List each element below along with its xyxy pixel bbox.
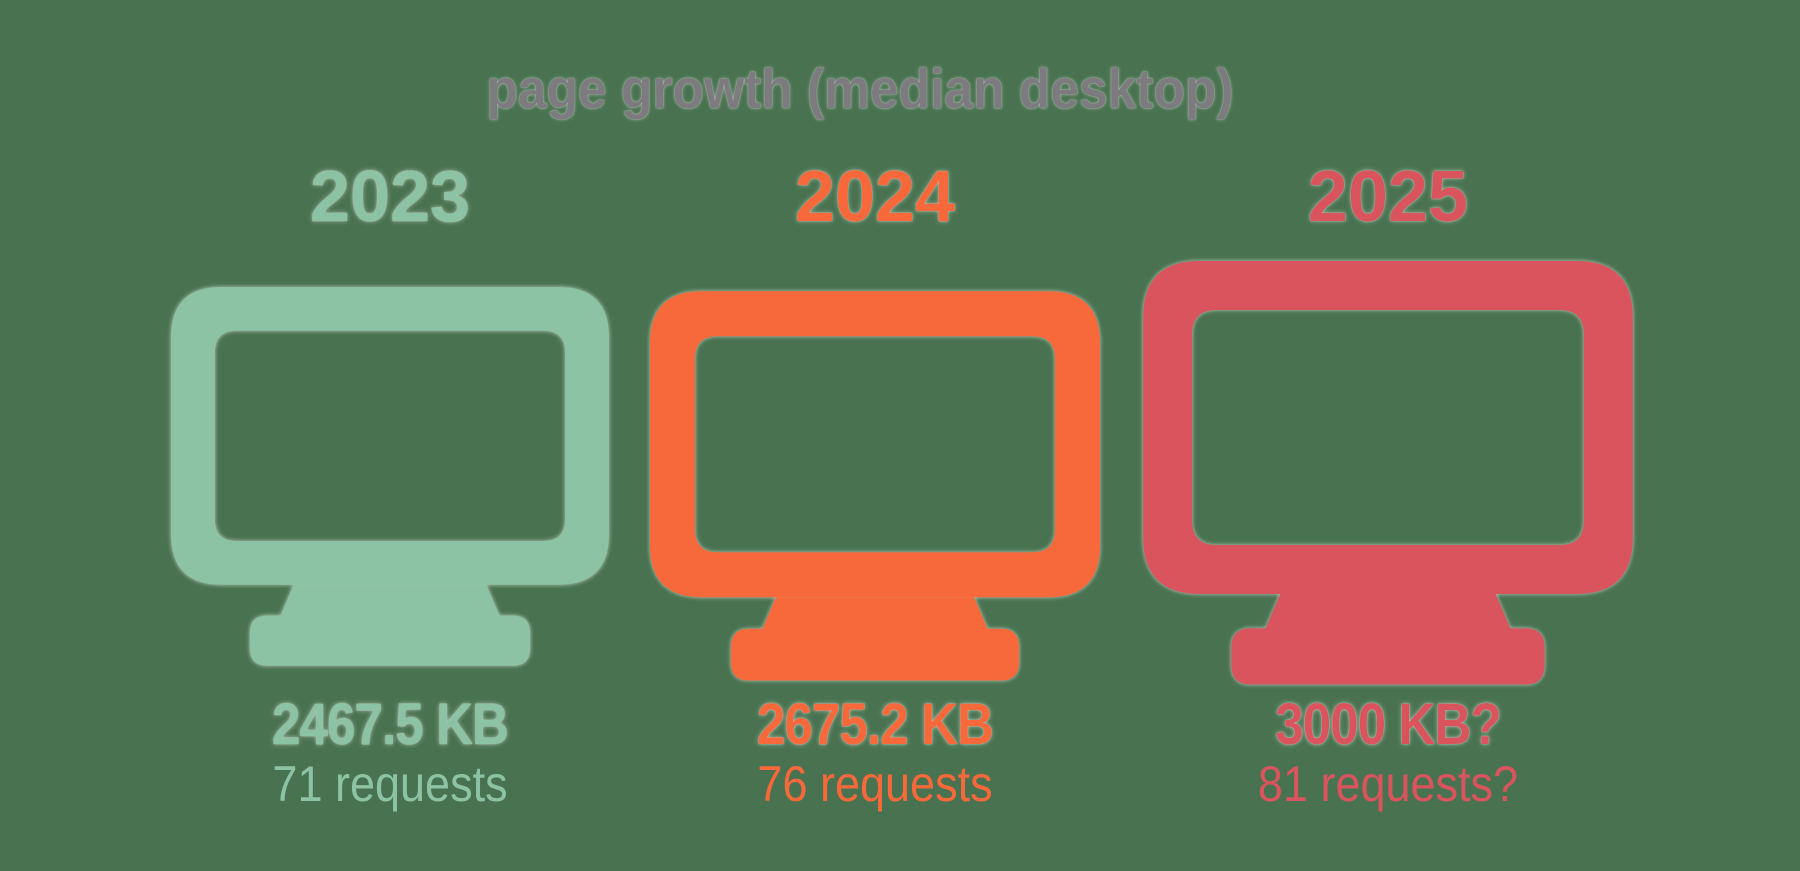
desktop-monitor-icon <box>1143 261 1633 685</box>
request-count-label: 81 requests? <box>1257 756 1519 812</box>
year-column-2023: 2023 2467.5 KB 71 requests <box>130 0 650 871</box>
request-count-label: 76 requests <box>757 756 993 812</box>
year-column-2024: 2024 2675.2 KB 76 requests <box>615 0 1135 871</box>
request-count-label: 71 requests <box>272 756 508 812</box>
page-weight-label: 3000 KB? <box>1275 692 1501 757</box>
monitor-box <box>130 240 650 690</box>
page-weight-label: 2675.2 KB <box>756 692 994 757</box>
page-title: page growth (median desktop) <box>486 57 1234 120</box>
year-label: 2025 <box>1307 157 1469 237</box>
page-weight-label: 2467.5 KB <box>271 692 509 757</box>
year-label: 2024 <box>794 157 956 237</box>
desktop-monitor-icon <box>650 291 1100 681</box>
desktop-monitor-icon <box>171 287 609 666</box>
year-column-2025: 2025 3000 KB? 81 requests? <box>1128 0 1648 871</box>
year-label: 2023 <box>309 157 471 237</box>
monitor-box <box>1128 240 1648 690</box>
monitor-box <box>615 240 1135 690</box>
